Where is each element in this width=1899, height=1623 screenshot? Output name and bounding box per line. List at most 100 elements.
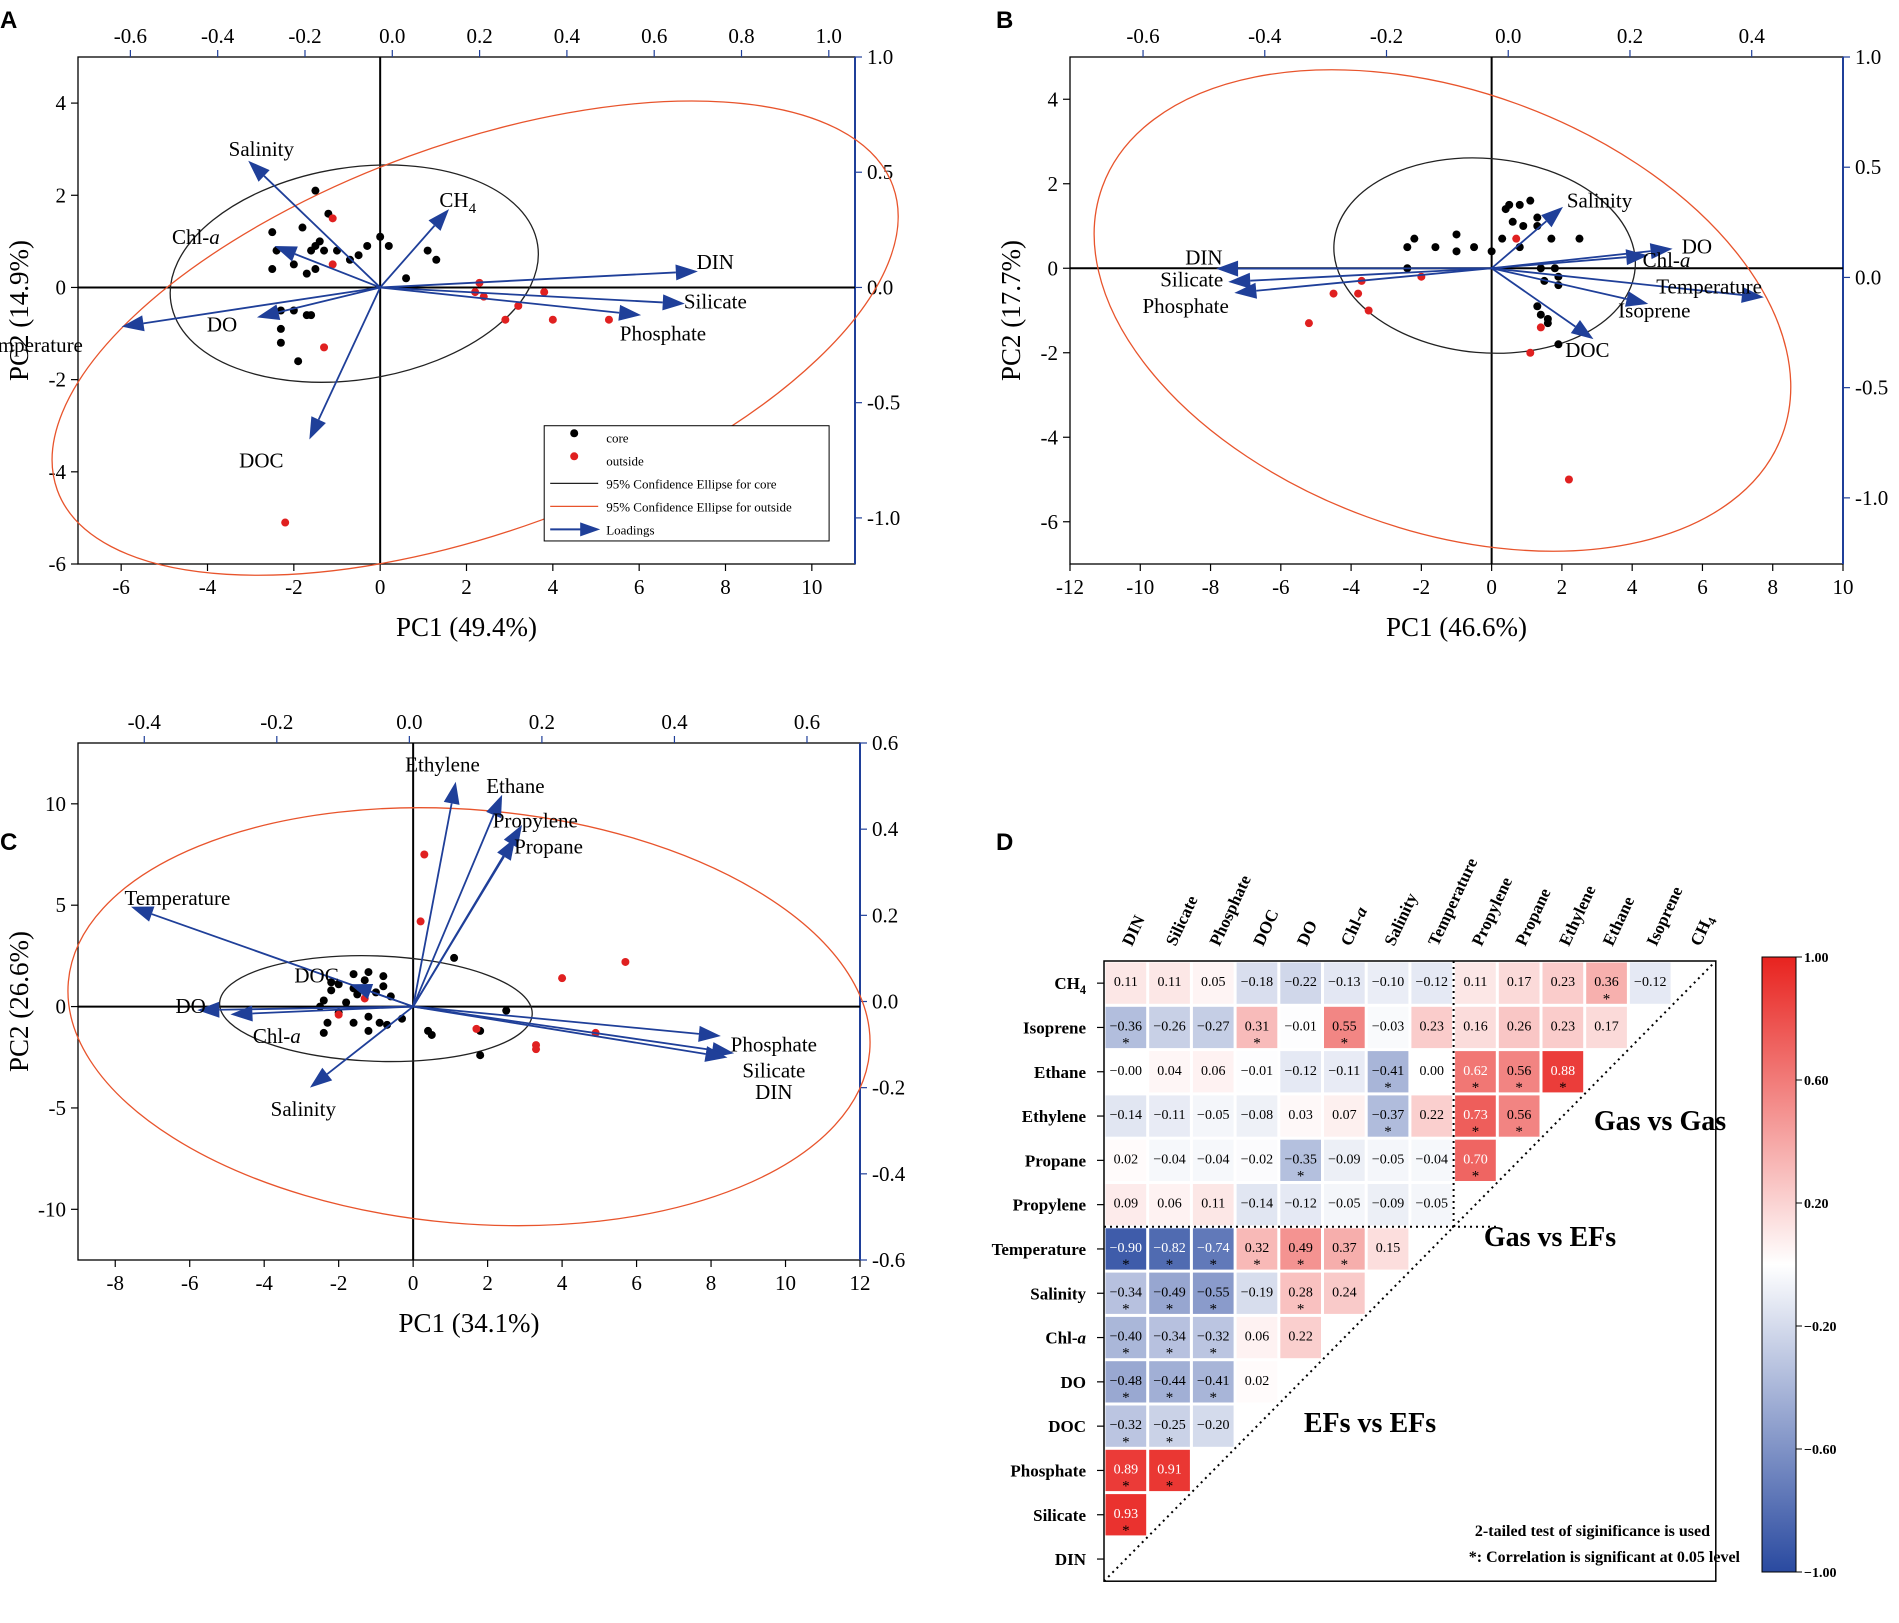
d-cell xyxy=(1192,1361,1234,1403)
d-cell-value: −0.05 xyxy=(1197,1108,1229,1123)
a-core-point xyxy=(345,255,354,264)
d-cell-value: −0.00 xyxy=(1110,1064,1142,1079)
d-cell-sig: * xyxy=(1166,1479,1174,1495)
d-cell xyxy=(1105,1184,1147,1226)
b-core-point xyxy=(1452,247,1461,256)
b-core-point xyxy=(1431,243,1440,252)
a-core-point xyxy=(298,223,307,232)
c-right-tick-label: 0.0 xyxy=(872,990,898,1014)
a-loading-salinity-arrow xyxy=(263,175,381,289)
a-ylabel: PC2 (14.9%) xyxy=(4,240,34,381)
d-cell xyxy=(1105,1006,1147,1049)
b-right-tick-label: -0.5 xyxy=(1855,376,1888,400)
d-cell xyxy=(1149,1449,1190,1492)
d-cell-value: 0.23 xyxy=(1551,1019,1576,1034)
d-cell xyxy=(1280,1051,1321,1093)
c-loading-doc-arrowhead xyxy=(349,984,374,1000)
b-loading-din-arrowhead xyxy=(1216,260,1239,277)
d-column-label: Ethylene xyxy=(1555,882,1600,949)
d-row-label: Salinity xyxy=(1030,1284,1086,1303)
b-core-point xyxy=(1498,234,1507,243)
c-right-tick-label: 0.6 xyxy=(872,731,898,755)
c-core-point xyxy=(450,953,459,962)
d-cell-value: 0.06 xyxy=(1157,1197,1182,1212)
b-outside-point xyxy=(1512,234,1521,243)
d-cell xyxy=(1192,1184,1234,1226)
b-outside-point xyxy=(1354,289,1363,298)
d-cell-value: −0.14 xyxy=(1241,1197,1273,1212)
a-core-point xyxy=(432,255,441,264)
d-cell-value: −0.20 xyxy=(1197,1418,1229,1433)
c-loading-salinity-label: Salinity xyxy=(271,1097,337,1121)
d-cell xyxy=(1236,1184,1278,1226)
d-matrix-frame xyxy=(1103,960,1717,1582)
d-cell-value: 0.23 xyxy=(1420,1019,1445,1034)
a-core-point xyxy=(294,357,303,366)
b-core-point xyxy=(1533,213,1542,222)
panel-b-biplot: -12 -10 -8 -6 -4 -2 0 2 4 6 8 10 4 2 0 -2 -4 -6 -0.6 -0.4 -0… xyxy=(996,24,1888,642)
b-ytick-label: 2 xyxy=(1048,172,1059,196)
d-cell-value: −0.37 xyxy=(1372,1108,1404,1123)
d-cell-sig: * xyxy=(1253,1257,1261,1273)
c-top-tick-label: 0.4 xyxy=(661,710,688,734)
a-legend-label: Loadings xyxy=(606,522,654,537)
c-loading-din-arrowhead xyxy=(704,1046,728,1062)
c-core-point xyxy=(319,996,328,1005)
b-right-tick-label: -1.0 xyxy=(1855,486,1888,510)
d-cell-value: −0.04 xyxy=(1153,1152,1185,1167)
d-cell-value: −0.18 xyxy=(1241,975,1273,990)
c-core-point xyxy=(383,1020,392,1029)
d-cell xyxy=(1105,1139,1147,1181)
d-cell-value: 0.28 xyxy=(1288,1285,1313,1300)
a-core-point xyxy=(307,246,316,255)
d-cell xyxy=(1542,1051,1584,1093)
b-loading-do-arrowhead xyxy=(1649,243,1673,260)
d-colorbar-label: −0.60 xyxy=(1804,1443,1836,1458)
a-loading-temperature-arrowhead xyxy=(121,315,145,332)
a-top-tick-label: -0.6 xyxy=(114,24,147,48)
d-cell-sig: * xyxy=(1122,1390,1130,1406)
d-cell-value: −0.41 xyxy=(1197,1374,1229,1389)
a-loading-salinity-label: Salinity xyxy=(229,137,295,161)
a-top-tick-label: 0.8 xyxy=(728,24,754,48)
d-cell-sig: * xyxy=(1210,1257,1218,1273)
panel-c-biplot: -8 -6 -4 -2 0 2 4 6 8 10 12 10 5 0 -5 -10 -0.4 -0.2 0.0 0.2… xyxy=(4,710,906,1338)
d-cell-value: −0.49 xyxy=(1153,1285,1185,1300)
c-top-tick-label: -0.4 xyxy=(128,710,162,734)
d-cell xyxy=(1498,1006,1540,1049)
d-cell xyxy=(1411,1184,1453,1226)
d-cell-sig: * xyxy=(1166,1434,1174,1450)
c-outside-point xyxy=(621,957,630,966)
b-loading-salinity-arrow xyxy=(1491,220,1547,269)
d-cell xyxy=(1192,1228,1234,1270)
c-right-tick-label: 0.4 xyxy=(872,817,899,841)
a-top-tick-label: 0.4 xyxy=(554,24,581,48)
d-cell-value: −0.74 xyxy=(1197,1241,1229,1256)
b-core-point xyxy=(1410,234,1419,243)
c-loading-temperature-arrowhead xyxy=(131,906,155,922)
d-cell-value: 0.26 xyxy=(1507,1019,1532,1034)
c-ytick-label: 0 xyxy=(56,995,67,1019)
d-cell-value: 0.70 xyxy=(1463,1152,1488,1167)
c-top-tick-label: -0.2 xyxy=(260,710,293,734)
d-cell-value: −0.01 xyxy=(1241,1064,1273,1079)
a-loading-phosphate-arrowhead xyxy=(618,304,642,321)
d-cell-value: 0.22 xyxy=(1420,1108,1445,1123)
d-cell xyxy=(1149,962,1190,1004)
b-core-point xyxy=(1526,196,1535,205)
d-cell-value: −0.26 xyxy=(1153,1019,1185,1034)
d-cell-value: 0.36 xyxy=(1594,975,1619,990)
d-cell-value: −0.32 xyxy=(1197,1330,1229,1345)
d-cell-value: −0.10 xyxy=(1372,975,1404,990)
c-core-point xyxy=(319,1028,328,1037)
d-cell xyxy=(1192,962,1234,1004)
b-loading-salinity-arrowhead xyxy=(1541,206,1564,228)
a-legend-label: 95% Confidence Ellipse for outside xyxy=(606,499,792,514)
c-ylabel: PC2 (26.6%) xyxy=(4,931,34,1072)
d-cell-value: −0.09 xyxy=(1328,1152,1360,1167)
c-core-point xyxy=(476,1051,485,1060)
d-cell-value: 0.00 xyxy=(1420,1064,1445,1079)
d-cell xyxy=(1192,1272,1234,1314)
